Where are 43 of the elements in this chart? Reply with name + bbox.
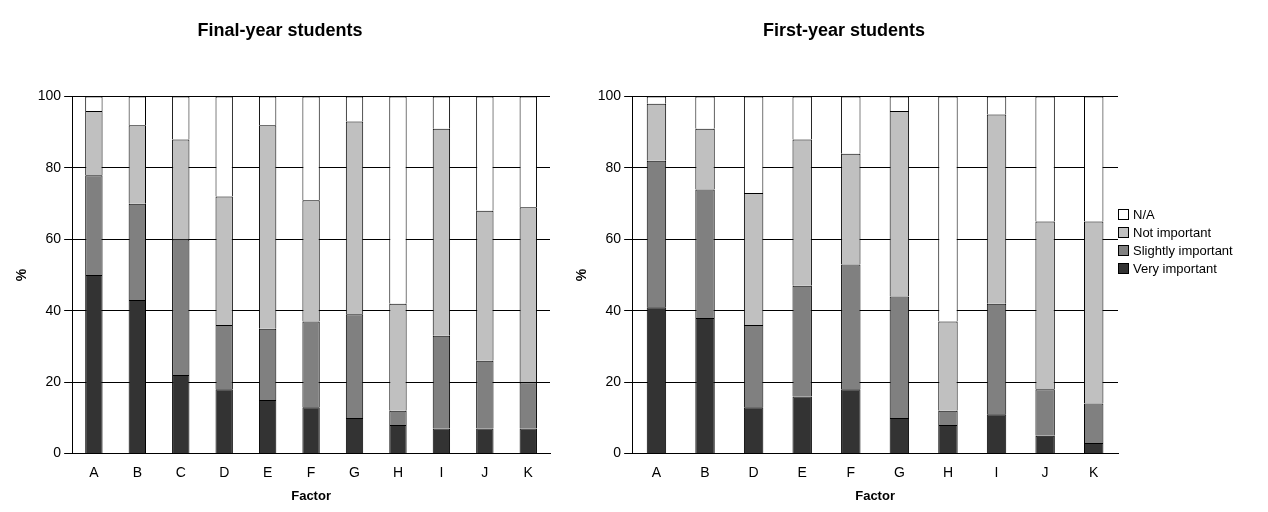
x-tick-label: B (700, 463, 710, 480)
x-tick-label: J (1041, 463, 1049, 480)
y-tick-label: 0 (613, 444, 622, 461)
x-tick-label: B (132, 463, 142, 480)
x-tick-label: F (846, 463, 856, 480)
x-tick-label: I (439, 463, 444, 480)
y-tick-label: 80 (45, 158, 62, 175)
y-tick-label: 40 (45, 301, 62, 318)
x-tick-label: A (89, 463, 100, 480)
x-tick-label: C (175, 463, 186, 480)
x-axis-title: Factor (291, 487, 331, 503)
y-axis-title: % (13, 268, 30, 282)
text: N/A (1133, 206, 1155, 222)
legend-label: Very important (1133, 260, 1217, 276)
x-tick-label: H (942, 463, 954, 480)
x-tick-label: D (219, 463, 230, 480)
x-tick-label: G (893, 463, 905, 480)
x-tick-label: E (262, 463, 273, 480)
legend-label: Not important (1133, 224, 1212, 240)
chart-title: First-year students (762, 19, 926, 40)
y-tick-label: 20 (45, 373, 62, 390)
y-tick-label: 60 (45, 230, 62, 247)
y-tick-label: 20 (605, 373, 622, 390)
x-tick-label: H (392, 463, 404, 480)
x-tick-label: J (481, 463, 489, 480)
y-tick-label: 100 (597, 87, 622, 104)
x-tick-label: A (651, 463, 662, 480)
y-tick-label: 60 (605, 230, 622, 247)
y-tick-label: 40 (605, 301, 622, 318)
x-tick-label: D (748, 463, 759, 480)
x-tick-label: F (306, 463, 316, 480)
chart-title: Final-year students (197, 19, 363, 40)
y-tick-label: 100 (37, 87, 62, 104)
x-tick-label: K (523, 463, 534, 480)
x-tick-label: I (994, 463, 999, 480)
x-axis-title: Factor (855, 487, 895, 503)
legend-label: Slightly important (1133, 242, 1233, 258)
y-tick-label: 0 (53, 444, 62, 461)
x-tick-label: K (1089, 463, 1100, 480)
y-tick-label: 80 (605, 158, 622, 175)
x-tick-label: E (797, 463, 807, 480)
x-tick-label: G (349, 463, 360, 480)
y-axis-title: % (573, 268, 590, 282)
